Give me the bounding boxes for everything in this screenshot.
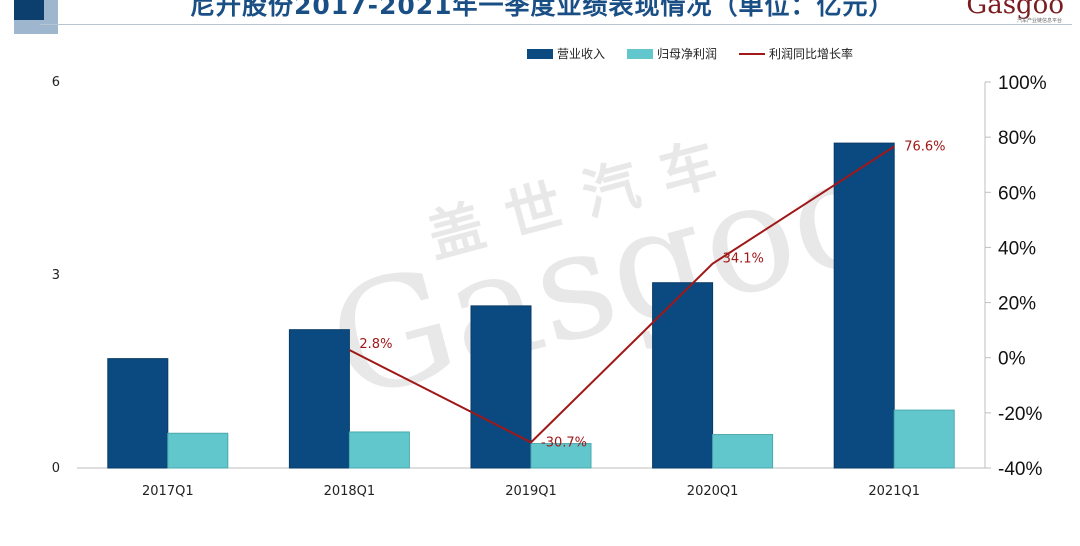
legend-profit: 归母净利润 — [626, 45, 717, 62]
x-tick-label: 2021Q1 — [868, 484, 920, 499]
growth-data-label: 76.6% — [904, 140, 945, 155]
y-right-tick-label: 60% — [998, 183, 1036, 204]
legend-label-revenue: 营业收入 — [556, 47, 605, 61]
growth-data-label: -30.7% — [541, 435, 587, 450]
y-right-tick-label: -20% — [998, 404, 1042, 425]
growth-data-label: 2.8% — [359, 337, 392, 352]
growth-data-label: 34.1% — [723, 252, 764, 267]
y-right-tick-label: 40% — [998, 238, 1036, 259]
legend-swatch-revenue — [526, 48, 553, 59]
legend-label-growth: 利润同比增长率 — [769, 47, 854, 61]
bar-revenue — [288, 329, 350, 469]
bar-revenue — [107, 358, 169, 469]
chart-legend: 营业收入 归母净利润 利润同比增长率 — [0, 45, 1080, 62]
y-left-tick-label: 0 — [52, 461, 60, 476]
bar-profit — [893, 409, 955, 469]
bar-revenue — [833, 142, 895, 469]
y-right-tick-label: 100% — [998, 73, 1047, 94]
bar-revenue — [652, 282, 714, 469]
chart-title: 尼升股份2017-2021年一季度业绩表现情况（单位：亿元） — [190, 0, 895, 20]
x-tick-label: 2018Q1 — [324, 484, 376, 499]
header-accent-dark — [14, 0, 44, 20]
logo-tagline: 汽车产业链信息平台 — [1016, 18, 1062, 24]
y-left-tick-label: 6 — [52, 75, 60, 90]
x-tick-label: 2017Q1 — [142, 484, 194, 499]
bar-profit — [712, 434, 774, 469]
bar-profit — [167, 432, 229, 469]
y-right-tick-label: -40% — [998, 459, 1042, 480]
x-tick-label: 2019Q1 — [505, 484, 557, 499]
bar-revenue — [470, 305, 532, 469]
legend-revenue: 营业收入 — [227, 45, 605, 62]
gasgoo-logo: Gasgoo — [966, 0, 1064, 20]
y-right-tick-label: 20% — [998, 294, 1036, 315]
x-tick-label: 2020Q1 — [687, 484, 739, 499]
legend-growth: 利润同比增长率 — [739, 45, 853, 62]
bar-profit — [530, 443, 592, 469]
growth-line — [348, 145, 895, 444]
y-right-tick-label: 0% — [998, 349, 1026, 370]
legend-swatch-profit — [626, 48, 653, 59]
legend-label-profit: 归母净利润 — [656, 47, 717, 61]
header-rule — [40, 24, 1072, 25]
y-right-tick-label: 80% — [998, 128, 1036, 149]
bar-profit — [348, 431, 410, 469]
legend-swatch-growth — [739, 52, 765, 55]
y-left-tick-label: 3 — [52, 268, 60, 283]
